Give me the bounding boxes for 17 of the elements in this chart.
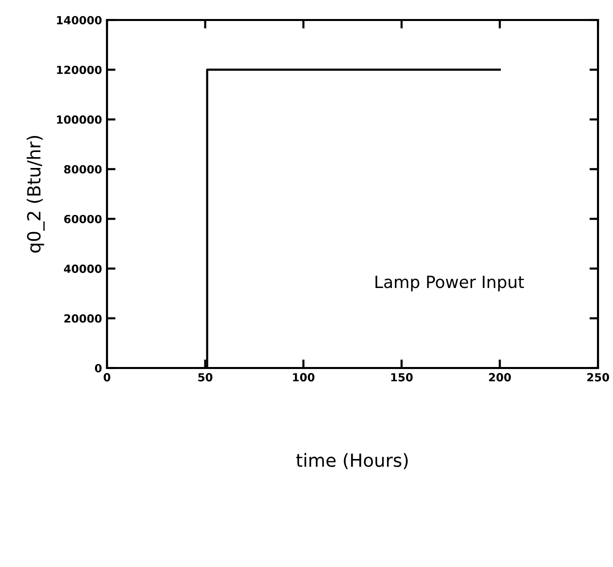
x-tick-label: 0 [104,373,110,382]
x-tick-label: 200 [489,373,511,382]
x-axis-title: time (Hours) [296,453,408,470]
x-tick-label: 250 [587,373,610,382]
x-tick-label: 150 [391,373,413,382]
y-tick-label: 40000 [64,264,102,273]
y-tick-label: 20000 [64,314,102,323]
x-tick-label: 50 [198,373,212,382]
y-tick-label: 140000 [57,16,102,24]
y-tick-label: 0 [94,364,102,372]
y-tick-label: 60000 [64,214,102,224]
annotation: Lamp Power Input [376,276,524,292]
y-axis-title: q0_2 (Btu/hr) [26,136,45,253]
x-tick-label: 100 [293,373,314,382]
y-tick-label: 100000 [57,115,102,124]
y-tick-label: 80000 [64,165,102,174]
y-tick-label: 120000 [57,66,102,74]
